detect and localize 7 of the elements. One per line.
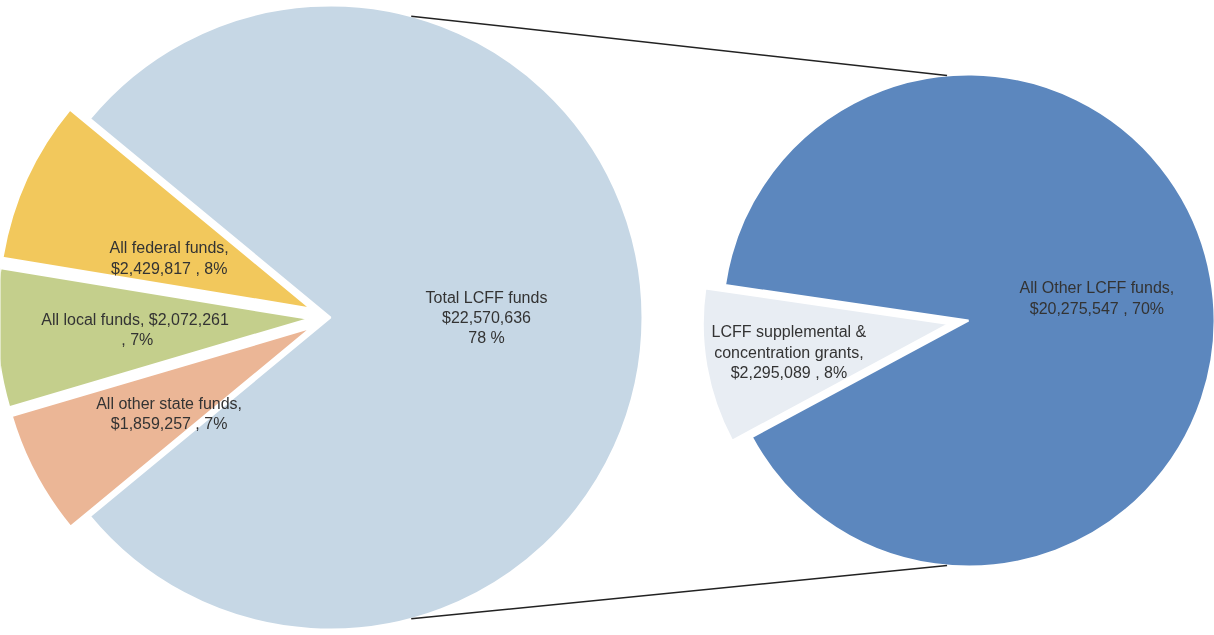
slice-label: LCFF supplemental & concentration grants, $2,295,089 , 8% [711,323,867,382]
data-label: $22,570,636 78 % [442,309,532,347]
slice-label: All other state funds, $1,859,257 , 7% [96,395,243,433]
slice-label: All local funds, $2,072,261 , 7% [41,310,229,349]
slice-label: All Other LCFF funds, $20,275,547 , 70% [1019,279,1175,317]
slice-label: All federal funds, $2,429,817 , 8% [109,239,229,277]
slice-label: Total LCFF funds [425,288,548,306]
